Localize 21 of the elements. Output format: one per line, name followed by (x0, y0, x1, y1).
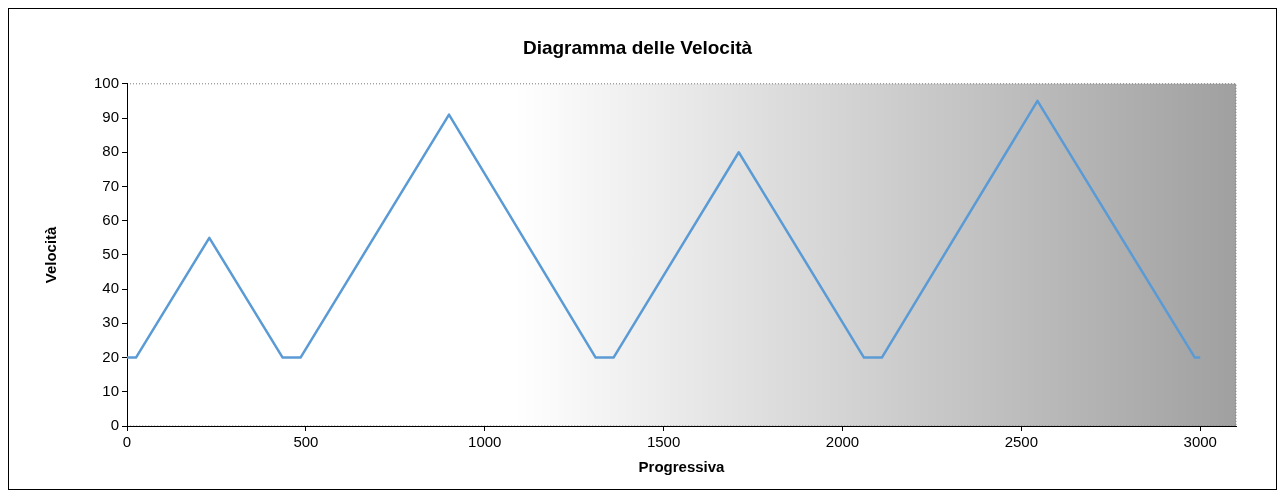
chart-title: Diagramma delle Velocità (522, 36, 753, 58)
y-tick-label: 20 (102, 347, 120, 365)
y-tick-label: 70 (102, 176, 120, 194)
y-tick-label: 60 (102, 210, 120, 228)
x-tick-label: 0 (122, 433, 132, 451)
x-tick-label: 500 (293, 433, 319, 451)
y-tick-label: 30 (102, 313, 120, 331)
y-tick-label: 90 (102, 108, 120, 126)
x-tick-label: 2500 (1004, 433, 1039, 451)
y-tick-label: 10 (102, 381, 120, 399)
x-tick-label: 3000 (1183, 433, 1217, 451)
x-tick-label: 1500 (646, 433, 681, 451)
y-axis-title: Velocità (42, 225, 60, 284)
y-tick-label: 50 (102, 245, 120, 263)
y-tick-label: 100 (94, 73, 120, 91)
x-tick-label: 2000 (825, 433, 860, 451)
y-tick-label: 80 (102, 142, 120, 160)
y-tick-label: 40 (102, 279, 120, 297)
y-tick-label: 0 (110, 416, 120, 434)
x-tick-label: 1000 (468, 433, 502, 451)
x-axis-title: Progressiva (638, 458, 726, 476)
